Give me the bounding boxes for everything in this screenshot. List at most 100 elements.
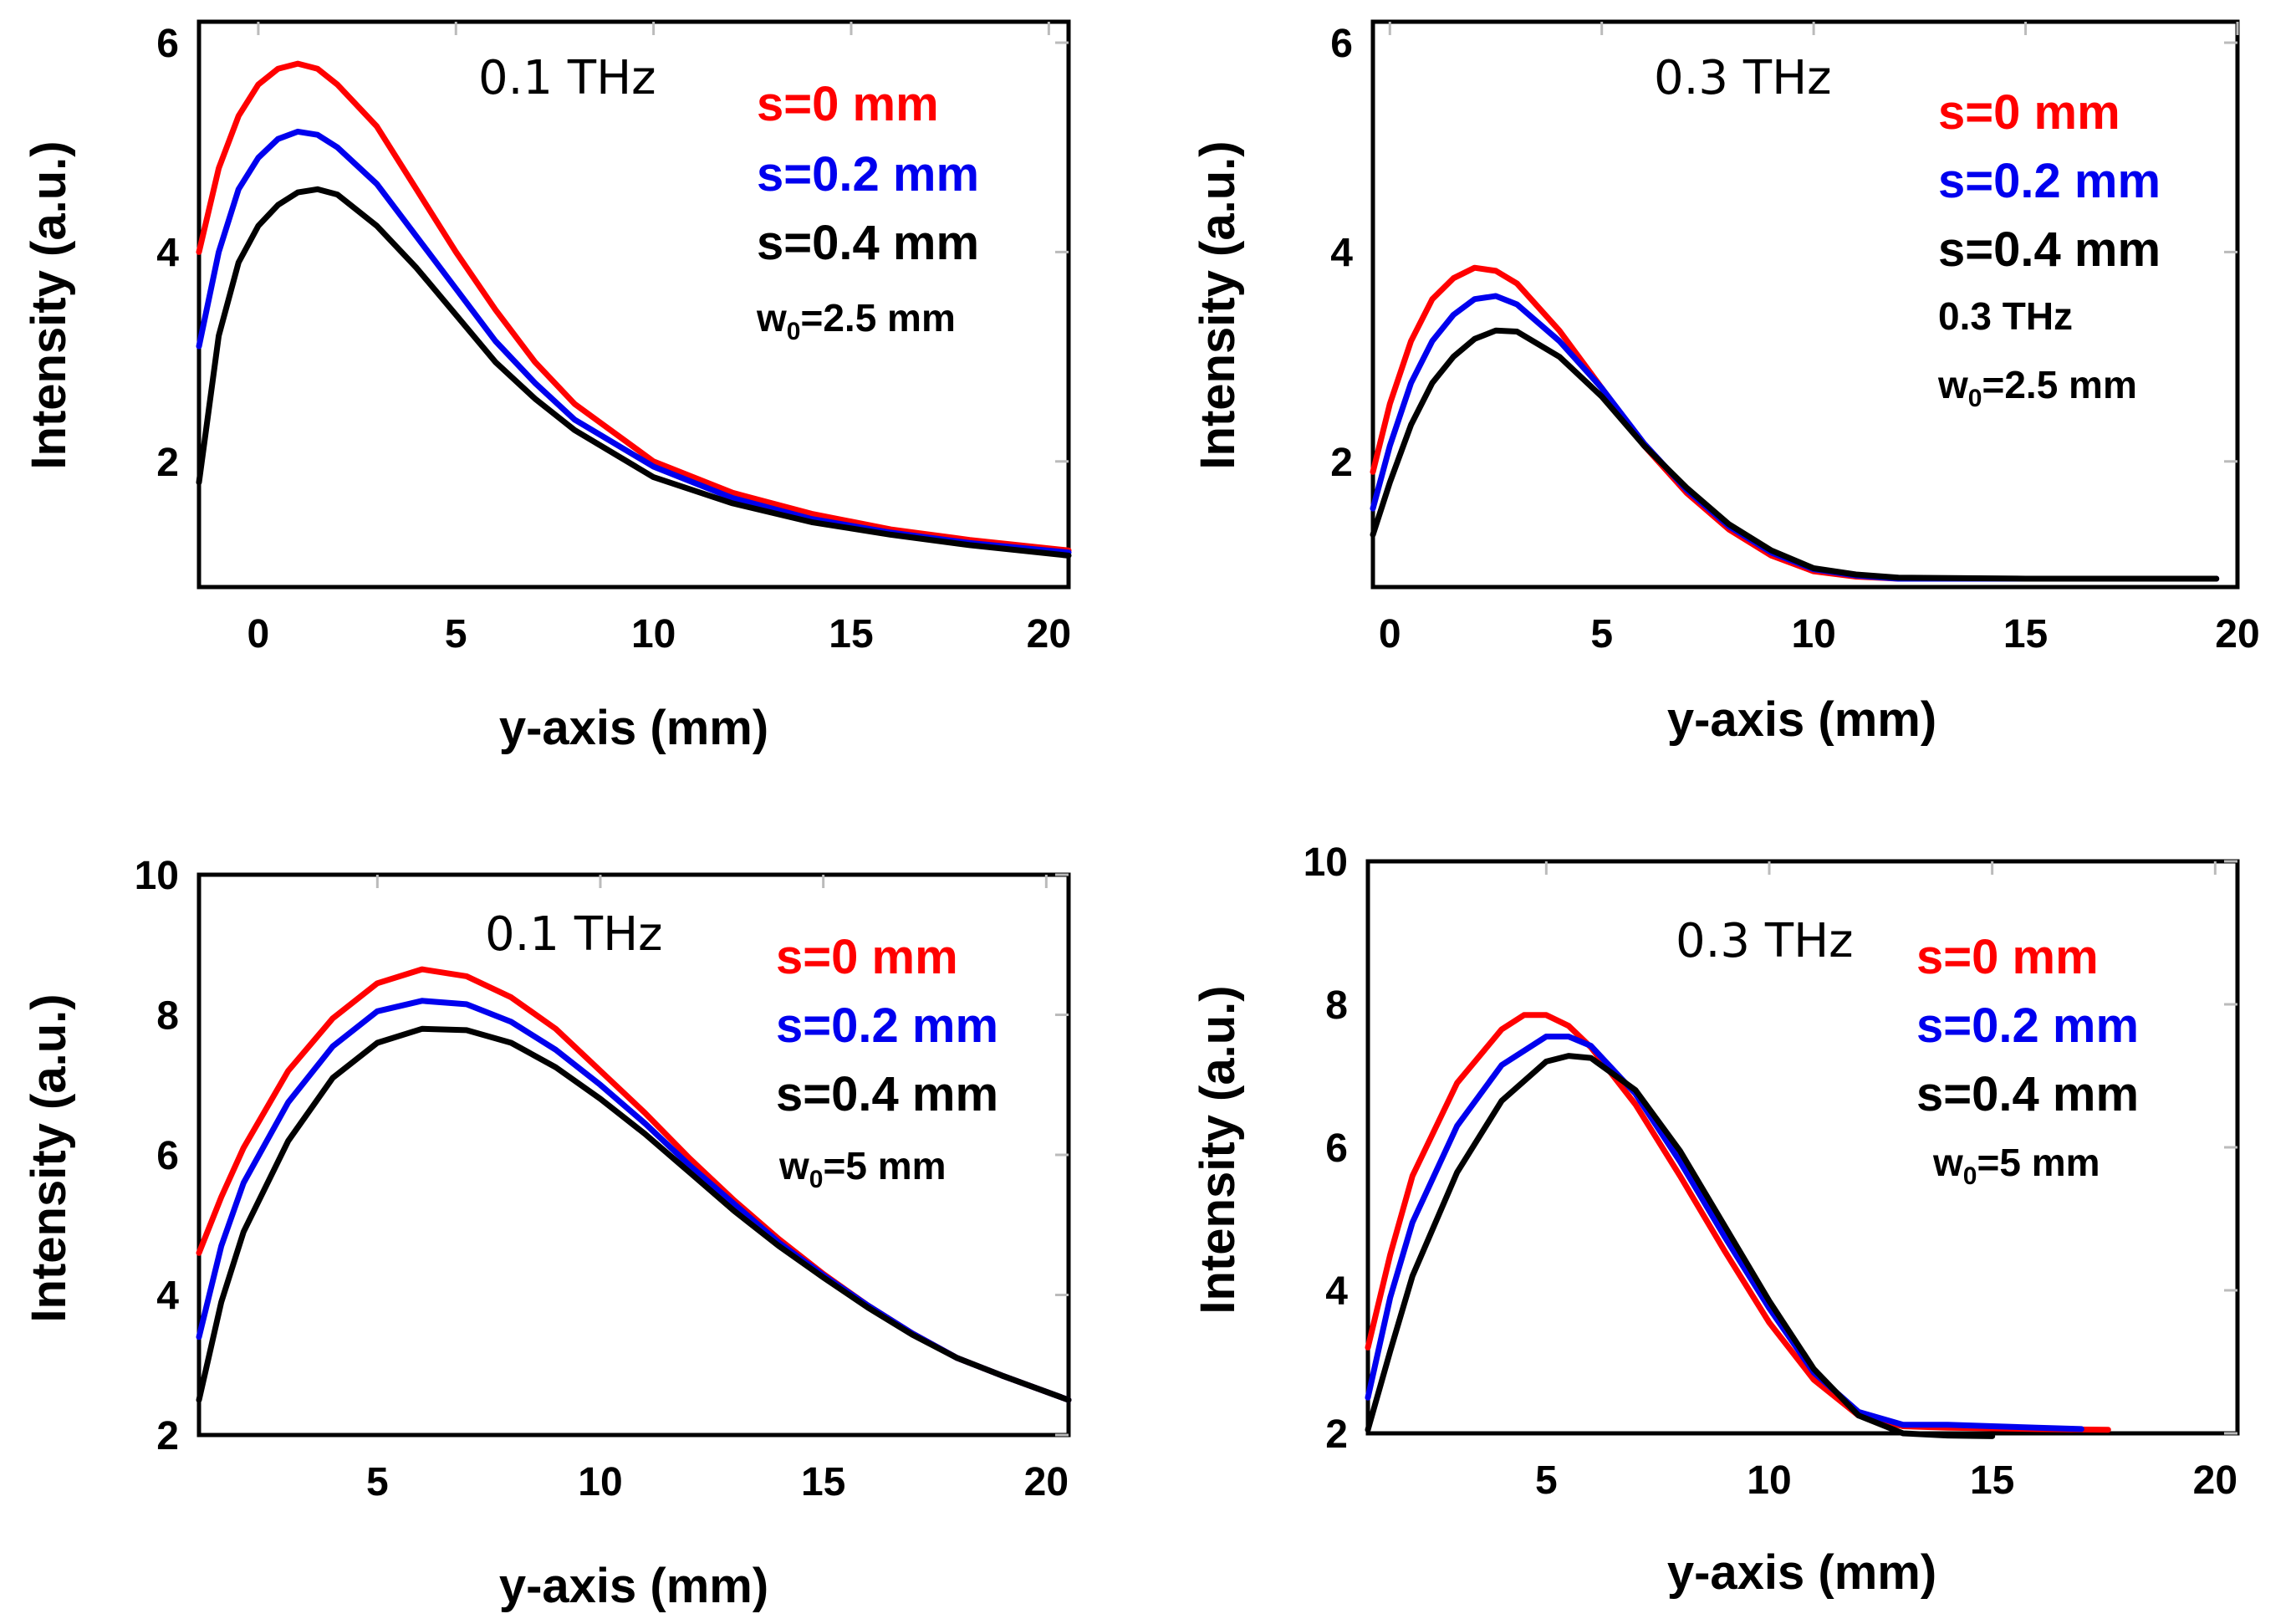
frequency-label: 0.1 THz bbox=[478, 51, 656, 105]
series-line-s-0.4-mm bbox=[1365, 1053, 1996, 1439]
y-axis-label: Intensity (a.u.) bbox=[22, 993, 76, 1322]
note-suffix: =5 mm bbox=[1977, 1141, 2100, 1184]
x-tick-label: 20 bbox=[2193, 1458, 2237, 1503]
x-tick-label: 15 bbox=[801, 1460, 845, 1504]
legend-s0: s=0 mm bbox=[757, 77, 939, 131]
legend-s0.2: s=0.2 mm bbox=[776, 998, 998, 1053]
y-tick-label: 2 bbox=[156, 441, 179, 485]
x-tick-label: 5 bbox=[1590, 612, 1613, 656]
y-tick-label: 8 bbox=[156, 994, 179, 1039]
note-suffix: =5 mm bbox=[823, 1144, 946, 1187]
beam-waist-note: w0=2.5 mm bbox=[1937, 363, 2137, 412]
panel-0.1thz-w2.5: 0 5 10 15 20 2 4 6 0.1 THz s=0 mm s=0.2 mm s=0.… bbox=[22, 19, 1072, 755]
y-axis-label: Intensity (a.u.) bbox=[22, 140, 76, 469]
x-axis-label: y-axis (mm) bbox=[499, 701, 768, 755]
tick-labels: 0 5 10 15 20 2 4 6 bbox=[156, 22, 1071, 656]
beam-waist-note: w0=5 mm bbox=[1932, 1141, 2100, 1190]
series-layer bbox=[196, 60, 1072, 559]
series-line-s-0.4-mm bbox=[1370, 327, 2220, 582]
plot-frame bbox=[1370, 19, 2240, 590]
x-axis-label: y-axis (mm) bbox=[1667, 1545, 1936, 1600]
note-prefix: w bbox=[1932, 1141, 1963, 1184]
tick-marks bbox=[1544, 860, 2237, 1435]
x-tick-label: 15 bbox=[829, 612, 873, 656]
y-tick-label: 6 bbox=[156, 22, 179, 66]
x-tick-label: 10 bbox=[1747, 1458, 1791, 1503]
panel-0.1thz-w5: 5 10 15 20 2 4 6 8 10 0.1 THz s=0 mm s=0.2 mm s=… bbox=[22, 854, 1072, 1613]
x-tick-label: 10 bbox=[1791, 612, 1835, 656]
y-tick-label: 6 bbox=[1330, 22, 1353, 66]
y-tick-label: 8 bbox=[1325, 983, 1348, 1028]
frequency-note: 0.3 THz bbox=[1938, 294, 2073, 338]
note-sub: 0 bbox=[809, 1166, 824, 1193]
legend-s0.2: s=0.2 mm bbox=[757, 147, 979, 202]
note-suffix: =2.5 mm bbox=[1982, 363, 2136, 406]
frequency-label: 0.3 THz bbox=[1676, 914, 1854, 968]
x-tick-label: 5 bbox=[445, 612, 467, 656]
plot-frame bbox=[196, 19, 1071, 590]
series-line-s-0.2-mm bbox=[1370, 293, 2220, 582]
y-tick-label: 2 bbox=[1325, 1412, 1348, 1457]
x-tick-label: 5 bbox=[1535, 1458, 1558, 1503]
frequency-label: 0.3 THz bbox=[1654, 51, 1832, 105]
legend-s0.4: s=0.4 mm bbox=[776, 1067, 998, 1121]
y-tick-label: 4 bbox=[1325, 1269, 1348, 1314]
legend-s0: s=0 mm bbox=[1916, 930, 2099, 984]
y-tick-label: 6 bbox=[1325, 1126, 1348, 1171]
tick-labels: 0 5 10 15 20 2 4 6 bbox=[1330, 22, 2259, 656]
note-sub: 0 bbox=[787, 318, 801, 345]
x-tick-label: 5 bbox=[366, 1460, 389, 1504]
y-tick-label: 10 bbox=[1304, 840, 1348, 885]
legend-s0.4: s=0.4 mm bbox=[1938, 222, 2161, 277]
tick-marks bbox=[257, 22, 1069, 463]
series-line-s-0-mm bbox=[1370, 264, 2220, 582]
y-tick-label: 4 bbox=[1330, 231, 1353, 275]
frequency-label: 0.1 THz bbox=[485, 907, 663, 962]
x-tick-label: 20 bbox=[1027, 612, 1071, 656]
note-prefix: w bbox=[756, 296, 787, 340]
y-tick-label: 2 bbox=[156, 1414, 179, 1458]
panel-0.3thz-w2.5: 0 5 10 15 20 2 4 6 0.3 THz s=0 mm s=0.2 mm s=0.… bbox=[1191, 19, 2260, 747]
beam-waist-note: w0=5 mm bbox=[778, 1144, 946, 1193]
series-line-s-0.2-mm bbox=[196, 998, 1072, 1403]
x-axis-label: y-axis (mm) bbox=[1667, 692, 1936, 747]
y-tick-label: 2 bbox=[1330, 441, 1353, 485]
legend-s0.2: s=0.2 mm bbox=[1938, 154, 2161, 208]
note-sub: 0 bbox=[1968, 385, 1982, 412]
panel-0.3thz-w5: 5 10 15 20 2 4 6 8 10 0.3 THz s=0 mm s=0.2 mm s=… bbox=[1191, 840, 2240, 1600]
tick-labels: 5 10 15 20 2 4 6 8 10 bbox=[135, 854, 1069, 1504]
series-line-s-0-mm bbox=[196, 60, 1072, 554]
note-prefix: w bbox=[1937, 363, 1968, 406]
tick-marks bbox=[1388, 22, 2239, 463]
y-tick-label: 6 bbox=[156, 1134, 179, 1178]
legend-s0.2: s=0.2 mm bbox=[1916, 998, 2139, 1053]
series-layer bbox=[1370, 264, 2220, 582]
series-line-s-0.2-mm bbox=[196, 128, 1072, 556]
x-tick-label: 0 bbox=[1379, 612, 1401, 656]
note-suffix: =2.5 mm bbox=[800, 296, 955, 340]
x-tick-label: 10 bbox=[631, 612, 676, 656]
y-tick-label: 4 bbox=[156, 1274, 179, 1319]
beam-waist-note: w0=2.5 mm bbox=[756, 296, 956, 345]
x-tick-label: 0 bbox=[247, 612, 270, 656]
x-tick-label: 15 bbox=[1970, 1458, 2014, 1503]
x-tick-label: 15 bbox=[2003, 612, 2048, 656]
legend-s0.4: s=0.4 mm bbox=[757, 216, 979, 270]
y-tick-label: 10 bbox=[135, 854, 179, 898]
series-line-s-0.4-mm bbox=[196, 1025, 1072, 1403]
x-tick-label: 20 bbox=[1024, 1460, 1069, 1504]
series-layer bbox=[196, 966, 1072, 1403]
tick-marks bbox=[375, 873, 1069, 1437]
legend-s0: s=0 mm bbox=[776, 930, 958, 984]
y-axis-label: Intensity (a.u.) bbox=[1191, 140, 1245, 469]
legend-s0: s=0 mm bbox=[1938, 85, 2120, 140]
y-tick-label: 4 bbox=[156, 231, 179, 275]
series-line-s-0.2-mm bbox=[1365, 1034, 2084, 1432]
note-prefix: w bbox=[778, 1144, 809, 1187]
legend-s0.4: s=0.4 mm bbox=[1916, 1067, 2139, 1121]
series-line-s-0.4-mm bbox=[196, 186, 1072, 559]
tick-labels: 5 10 15 20 2 4 6 8 10 bbox=[1304, 840, 2237, 1503]
note-sub: 0 bbox=[1963, 1162, 1977, 1190]
x-tick-label: 10 bbox=[578, 1460, 622, 1504]
